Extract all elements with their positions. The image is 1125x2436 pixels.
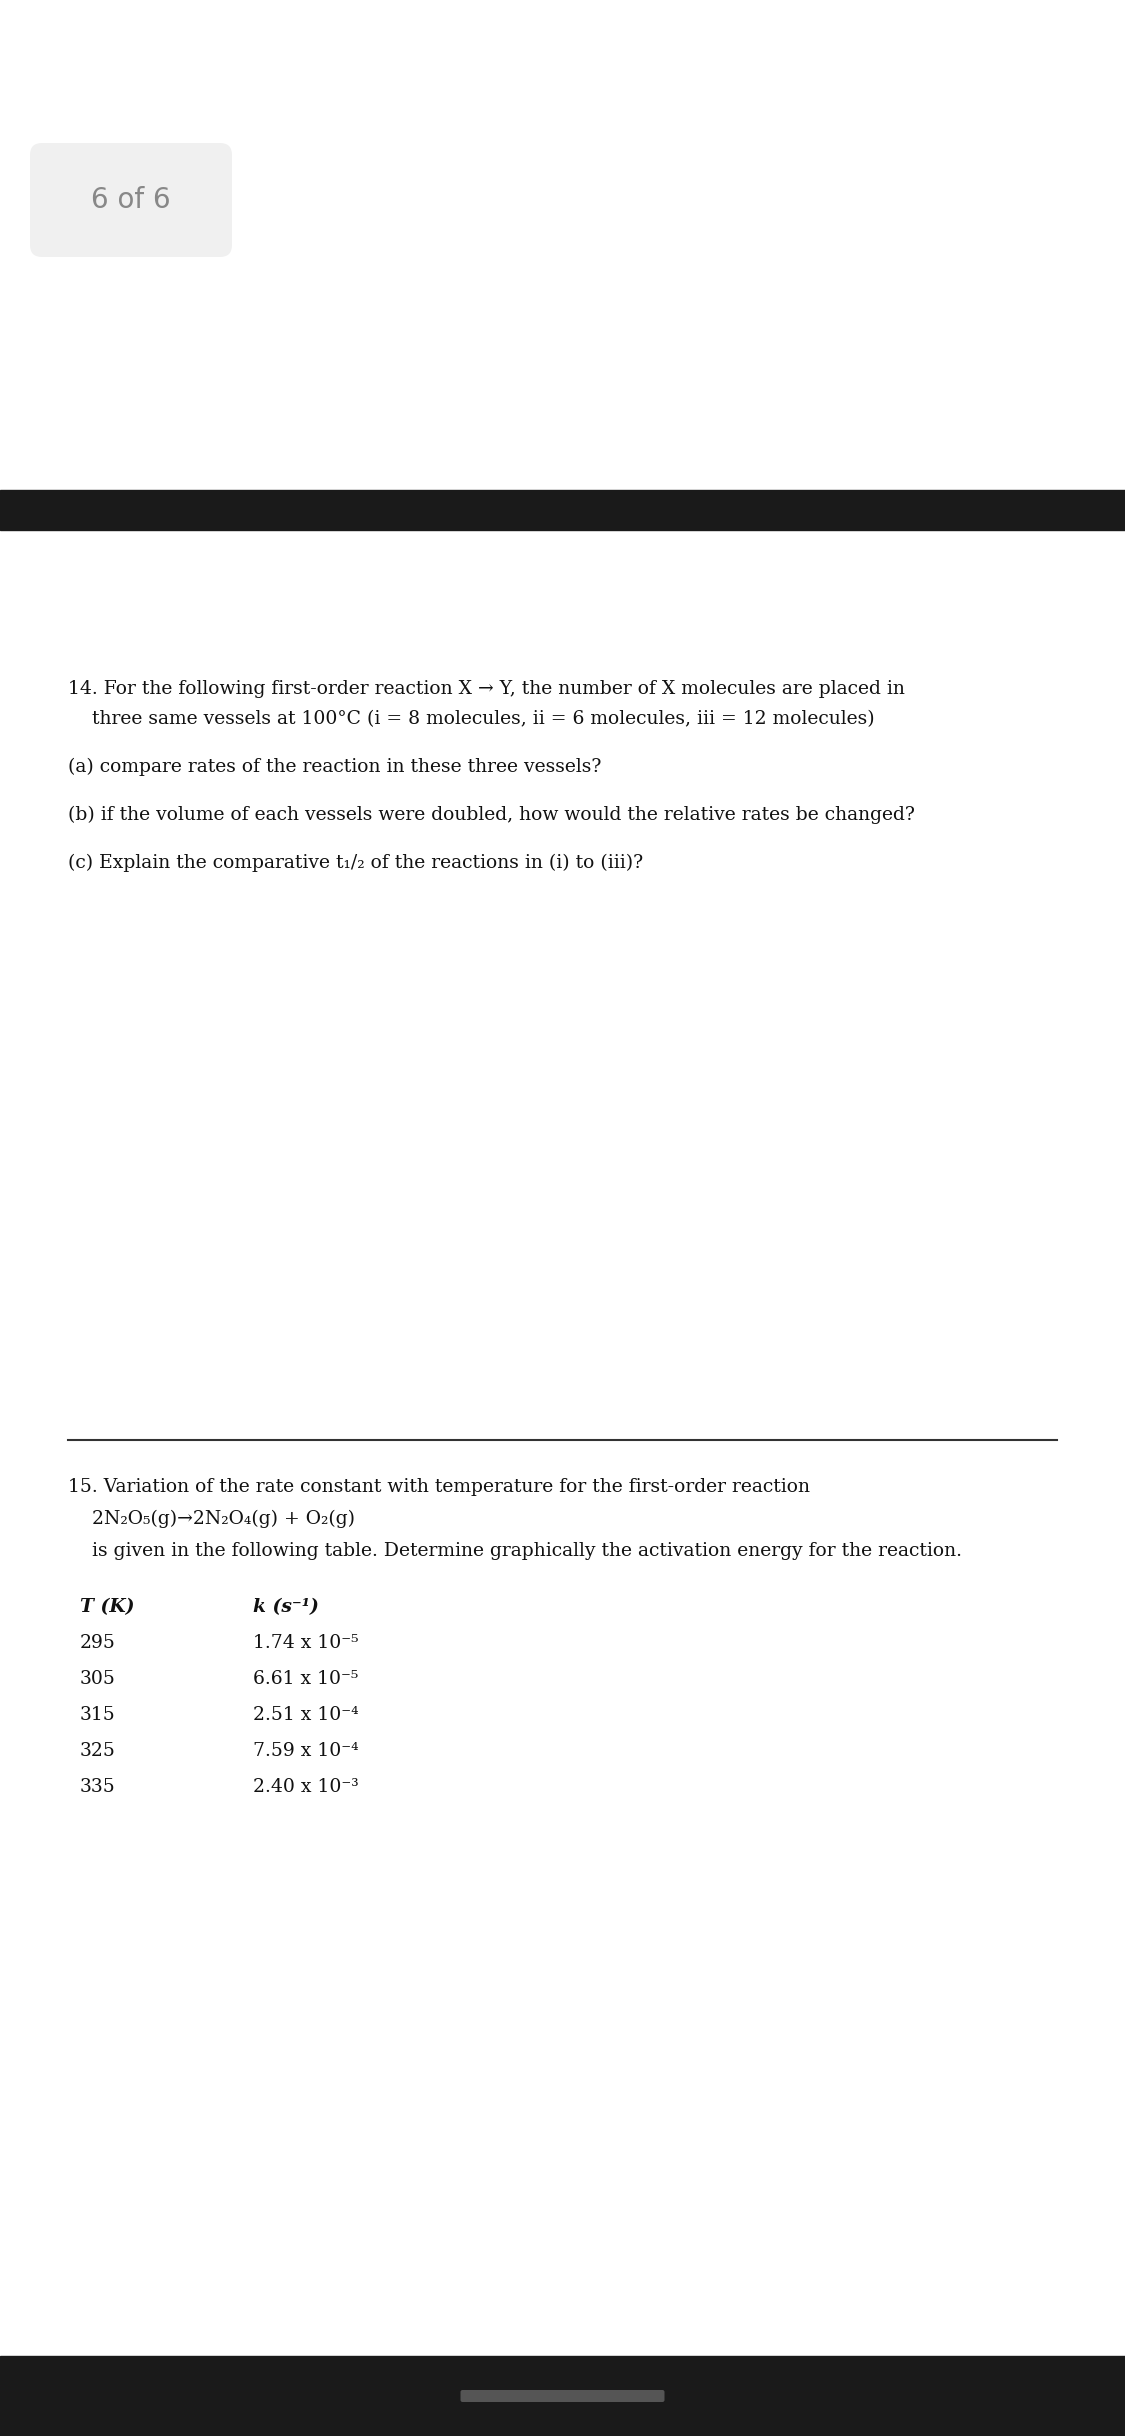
Text: 6 of 6: 6 of 6 <box>91 185 171 214</box>
Text: 1.74 x 10⁻⁵: 1.74 x 10⁻⁵ <box>253 1635 359 1652</box>
Text: 325: 325 <box>80 1742 116 1759</box>
Text: 335: 335 <box>80 1778 116 1795</box>
Text: (a) compare rates of the reaction in these three vessels?: (a) compare rates of the reaction in the… <box>68 758 602 777</box>
Bar <box>0 531 1125 2436</box>
FancyBboxPatch shape <box>30 144 232 258</box>
Bar <box>0 2356 1125 2436</box>
Text: (c) Explain the comparative t₁/₂ of the reactions in (i) to (iii)?: (c) Explain the comparative t₁/₂ of the … <box>68 855 644 872</box>
Text: is given in the following table. Determine graphically the activation energy for: is given in the following table. Determi… <box>68 1542 962 1559</box>
Bar <box>0 0 1125 490</box>
Text: 315: 315 <box>80 1705 116 1725</box>
Text: T (K): T (K) <box>80 1598 135 1615</box>
Text: 7.59 x 10⁻⁴: 7.59 x 10⁻⁴ <box>253 1742 359 1759</box>
Text: 14. For the following first-order reaction X → Y, the number of X molecules are : 14. For the following first-order reacti… <box>68 680 904 699</box>
Text: (b) if the volume of each vessels were doubled, how would the relative rates be : (b) if the volume of each vessels were d… <box>68 806 915 823</box>
Text: 305: 305 <box>80 1671 116 1688</box>
Text: 2.40 x 10⁻³: 2.40 x 10⁻³ <box>253 1778 359 1795</box>
Text: 2.51 x 10⁻⁴: 2.51 x 10⁻⁴ <box>253 1705 359 1725</box>
Text: k (s⁻¹): k (s⁻¹) <box>253 1598 318 1615</box>
Bar <box>0 490 1125 531</box>
FancyBboxPatch shape <box>460 2390 665 2402</box>
Text: 2N₂O₅(g)→2N₂O₄(g) + O₂(g): 2N₂O₅(g)→2N₂O₄(g) + O₂(g) <box>68 1510 356 1527</box>
Text: 295: 295 <box>80 1635 116 1652</box>
Text: 6.61 x 10⁻⁵: 6.61 x 10⁻⁵ <box>253 1671 359 1688</box>
Text: three same vessels at 100°C (i = 8 molecules, ii = 6 molecules, iii = 12 molecul: three same vessels at 100°C (i = 8 molec… <box>68 709 874 728</box>
Text: 15. Variation of the rate constant with temperature for the first-order reaction: 15. Variation of the rate constant with … <box>68 1479 810 1496</box>
